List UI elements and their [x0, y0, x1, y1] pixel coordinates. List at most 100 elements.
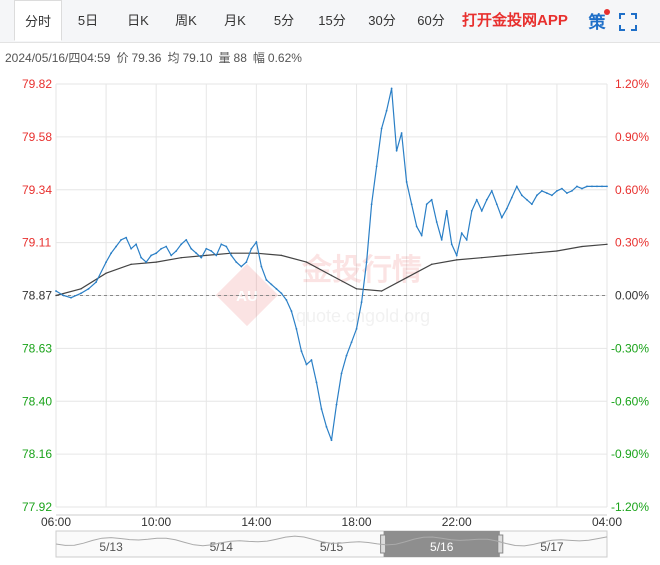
price-point	[315, 381, 318, 384]
price-point	[185, 238, 188, 241]
amplitude-value: 0.62%	[267, 51, 302, 65]
price-point	[195, 252, 198, 255]
watermark-logo-diamond	[215, 263, 279, 327]
price-point	[80, 292, 82, 295]
price-point	[245, 261, 248, 264]
right-tick-label: 0.60%	[615, 183, 649, 197]
navigator-handle-left	[380, 534, 387, 554]
quote-datetime: 2024/05/16/四04:59	[5, 51, 111, 65]
average-point	[255, 252, 258, 254]
price-point	[295, 327, 298, 330]
price-point	[400, 132, 403, 134]
price-point	[455, 254, 458, 257]
price-point	[450, 243, 453, 246]
price-point	[410, 203, 413, 206]
average-point	[130, 263, 132, 266]
price-point	[125, 236, 128, 239]
tab-intraday[interactable]: 分时	[14, 0, 62, 41]
price-label: 价	[116, 51, 129, 65]
tab-daily-k[interactable]: 日K	[127, 13, 149, 28]
watermark: AU 金投行情 quote.cngold.org	[215, 253, 430, 327]
price-point	[95, 281, 97, 284]
average-point	[380, 290, 383, 292]
price-point	[470, 210, 473, 212]
price-point	[165, 245, 168, 248]
price-point	[445, 210, 448, 212]
avg-label: 均	[167, 51, 180, 65]
right-tick-label: -0.90%	[611, 447, 649, 461]
x-tick-label: 18:00	[342, 515, 372, 529]
left-tick-label: 78.16	[22, 447, 52, 461]
price-point	[215, 254, 218, 257]
volume-label: 量	[218, 51, 231, 65]
price-point	[385, 109, 388, 112]
average-point	[105, 272, 107, 274]
price-point	[480, 210, 483, 212]
strategy-icon-glyph: 策	[589, 12, 607, 32]
price-point	[596, 185, 598, 188]
average-point	[180, 256, 182, 259]
price-point	[525, 198, 528, 201]
price-point	[260, 265, 263, 268]
price-point	[280, 292, 283, 295]
average-price-line	[55, 243, 608, 297]
fullscreen-icon[interactable]	[618, 12, 638, 32]
price-point	[310, 359, 313, 361]
left-tick-label: 78.63	[22, 341, 52, 355]
average-point	[506, 254, 508, 257]
price-point	[420, 234, 423, 237]
price-point	[160, 247, 163, 250]
price-point	[235, 261, 238, 264]
price-point	[490, 189, 493, 192]
right-tick-label: 0.90%	[615, 130, 649, 144]
tab-weekly-k[interactable]: 周K	[175, 13, 197, 28]
price-point	[325, 425, 328, 428]
price-point	[485, 198, 488, 201]
average-point	[456, 259, 458, 261]
tab-5-min[interactable]: 5分	[273, 13, 295, 28]
left-tick-label: 78.87	[22, 289, 52, 303]
price-point	[500, 216, 503, 219]
tab-monthly-k[interactable]: 月K	[224, 13, 246, 28]
price-point	[300, 350, 303, 353]
price-point	[390, 87, 393, 90]
price-line	[55, 88, 607, 441]
left-tick-label: 77.92	[22, 500, 52, 514]
notification-dot	[604, 9, 610, 15]
price-point	[606, 185, 608, 188]
price-point	[240, 265, 243, 268]
navigator-date-label: 5/15	[320, 540, 344, 554]
price-point	[505, 207, 508, 210]
price-point	[440, 238, 443, 241]
price-point	[250, 247, 253, 250]
price-point	[415, 225, 418, 228]
price-point	[395, 149, 398, 152]
price-point	[465, 238, 468, 241]
price-point	[520, 194, 523, 197]
tab-30-min[interactable]: 30分	[368, 13, 396, 28]
price-point	[180, 243, 183, 246]
price-point	[380, 127, 383, 130]
average-points	[55, 243, 608, 297]
price-point	[170, 254, 173, 257]
price-point	[576, 185, 578, 188]
price-point	[360, 301, 363, 304]
open-app-promo-link[interactable]: 打开金投网APP	[462, 12, 568, 29]
watermark-url: quote.cngold.org	[296, 306, 430, 326]
navigator-date-label: 5/16	[430, 540, 454, 554]
time-axis: 06:00 10:00 14:00 18:00 22:00 04:00	[41, 515, 622, 529]
price-point	[540, 189, 543, 192]
tab-5-day[interactable]: 5日	[77, 13, 99, 28]
tab-15-min[interactable]: 15分	[318, 13, 346, 28]
tab-60-min[interactable]: 60分	[417, 13, 445, 28]
price-point	[335, 403, 338, 406]
strategy-icon[interactable]: 策	[587, 9, 610, 32]
average-point	[556, 250, 558, 252]
price-point	[330, 439, 333, 442]
price-point	[586, 185, 588, 188]
average-point	[481, 256, 483, 259]
price-point	[320, 408, 323, 410]
average-point	[80, 288, 82, 290]
price-point	[190, 247, 193, 250]
price-point	[55, 290, 57, 292]
